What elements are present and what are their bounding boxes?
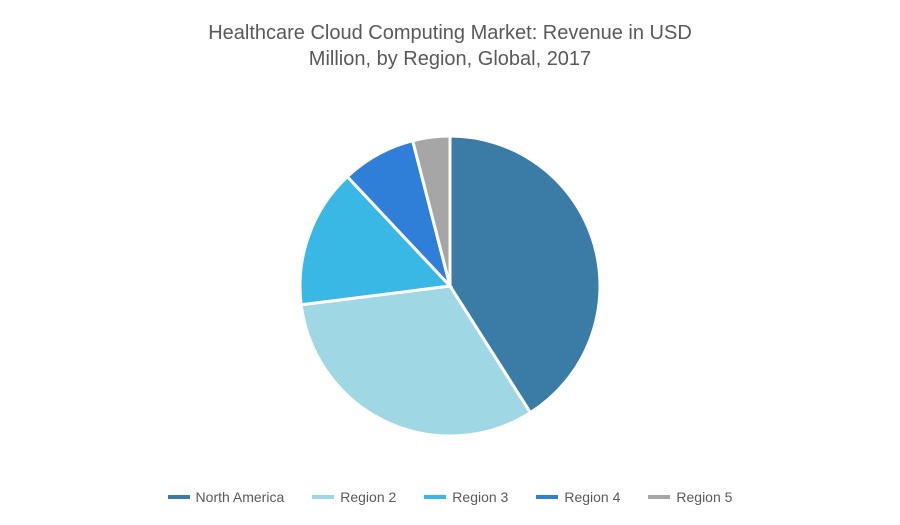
chart-title: Healthcare Cloud Computing Market: Reven… (208, 20, 692, 72)
legend-label: Region 2 (340, 489, 396, 505)
legend-item: Region 5 (648, 489, 732, 505)
legend-item: Region 3 (424, 489, 508, 505)
legend-swatch (648, 495, 670, 499)
legend-swatch (424, 495, 446, 499)
legend-item: North America (168, 489, 285, 505)
legend-label: Region 5 (676, 489, 732, 505)
chart-title-line1: Healthcare Cloud Computing Market: Reven… (208, 20, 692, 46)
legend-swatch (536, 495, 558, 499)
legend-label: North America (196, 489, 285, 505)
pie-chart-area (290, 92, 610, 479)
legend-swatch (312, 495, 334, 499)
legend-label: Region 4 (564, 489, 620, 505)
legend-swatch (168, 495, 190, 499)
chart-title-line2: Million, by Region, Global, 2017 (208, 46, 692, 72)
chart-container: Healthcare Cloud Computing Market: Reven… (0, 0, 900, 525)
legend: North America Region 2 Region 3 Region 4 Reg… (168, 489, 733, 515)
legend-item: Region 4 (536, 489, 620, 505)
legend-item: Region 2 (312, 489, 396, 505)
legend-label: Region 3 (452, 489, 508, 505)
pie-chart (290, 126, 610, 446)
